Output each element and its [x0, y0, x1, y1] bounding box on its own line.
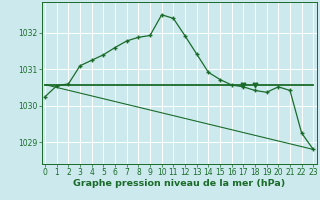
X-axis label: Graphe pression niveau de la mer (hPa): Graphe pression niveau de la mer (hPa)	[73, 179, 285, 188]
